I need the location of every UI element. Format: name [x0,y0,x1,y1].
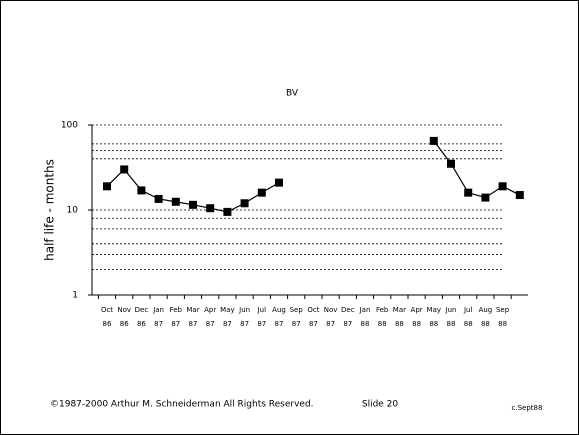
x-tick-year: 86 [103,320,112,328]
x-tick-label: Feb [170,306,183,314]
x-tick-year: 87 [223,320,232,328]
x-tick-year: 86 [137,320,146,328]
x-tick-label: Jun [238,306,250,314]
data-point [257,188,266,197]
data-point [240,199,249,208]
x-tick-year: 87 [326,320,335,328]
x-tick-label: Sep [290,306,304,314]
data-point [171,197,180,206]
x-tick-year: 87 [206,320,215,328]
copyright: ©1987-2000 Arthur M. Schneiderman All Ri… [50,400,314,410]
x-tick-year: 88 [429,320,438,328]
x-tick-label: Mar [393,306,406,314]
x-tick-label: Dec [135,306,149,314]
x-tick-label: Jul [463,306,473,314]
x-tick-year: 87 [275,320,284,328]
x-tick-year: 88 [481,320,490,328]
data-point [103,182,111,191]
y-tick-label: 1 [72,291,78,301]
x-tick-year: 88 [447,320,456,328]
x-tick-year: 87 [240,320,249,328]
x-tick-label: Mar [186,306,199,314]
x-tick-label: Aug [479,306,493,314]
x-tick-label: Jan [152,306,164,314]
x-tick-year: 88 [378,320,387,328]
x-tick-year: 87 [309,320,318,328]
data-point [120,165,129,174]
x-tick-year: 88 [498,320,507,328]
x-tick-label: Oct [307,306,319,314]
x-tick-label: Apr [411,306,423,314]
data-point [498,182,507,191]
data-point [464,188,473,197]
data-point [481,193,490,202]
x-tick-label: Dec [341,306,355,314]
y-tick-label: 100 [61,121,78,131]
data-point [223,207,232,216]
x-tick-label: Jul [257,306,267,314]
x-tick-year: 87 [171,320,180,328]
y-tick-label: 10 [67,206,79,216]
data-point [189,200,197,209]
x-tick-label: Nov [324,306,338,314]
x-tick-year: 87 [189,320,198,328]
x-tick-label: Jan [359,306,371,314]
x-tick-label: May [427,306,441,314]
x-tick-year: 87 [343,320,352,328]
data-point [447,159,455,168]
x-tick-year: 88 [464,320,473,328]
x-tick-year: 86 [120,320,129,328]
data-point [206,204,215,213]
y-axis-label: half life - months [43,159,57,261]
x-tick-label: Oct [101,306,113,314]
x-tick-label: May [220,306,234,314]
x-tick-year: 88 [412,320,421,328]
data-point [137,186,146,195]
x-tick-year: 88 [395,320,404,328]
x-tick-label: Feb [376,306,389,314]
chart-title: BV [286,89,299,99]
x-tick-year: 87 [154,320,163,328]
data-point [515,191,524,200]
slide-number: Slide 20 [362,400,399,410]
data-point [154,194,163,203]
x-tick-year: 87 [292,320,301,328]
data-point [429,136,438,145]
x-tick-year: 87 [257,320,266,328]
x-tick-label: Jun [445,306,457,314]
x-tick-label: Apr [204,306,216,314]
data-point [275,178,283,187]
date-note: c.Sept88 [512,404,543,412]
x-tick-year: 88 [361,320,370,328]
x-tick-label: Nov [117,306,131,314]
x-tick-label: Sep [496,306,510,314]
x-tick-label: Aug [272,306,286,314]
